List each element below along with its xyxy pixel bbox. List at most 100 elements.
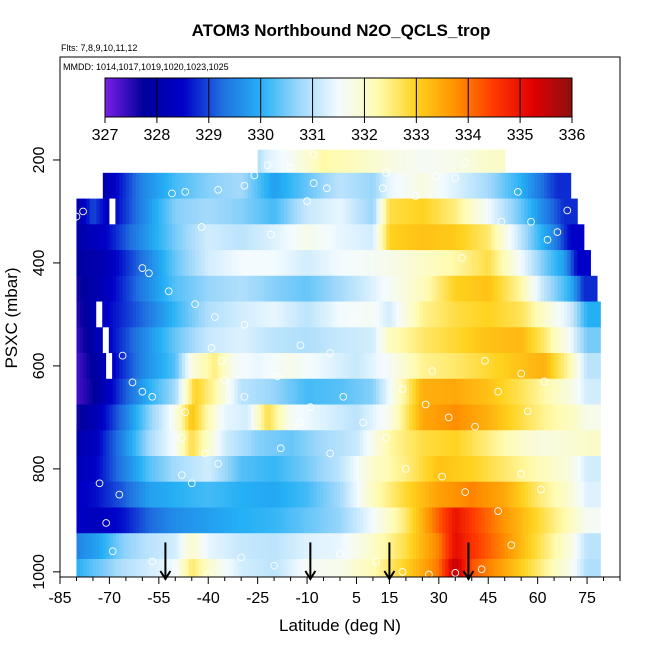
heatmap-cell bbox=[501, 481, 506, 509]
heatmap-cell bbox=[287, 507, 292, 534]
heatmap-cell bbox=[412, 353, 417, 380]
heatmap-cell bbox=[188, 250, 193, 277]
heatmap-cell bbox=[86, 430, 91, 457]
heatmap-cell bbox=[455, 456, 460, 483]
heatmap-cell bbox=[534, 353, 539, 380]
heatmap-cell bbox=[557, 430, 562, 457]
heatmap-cell bbox=[389, 224, 394, 251]
heatmap-cell bbox=[346, 250, 351, 277]
heatmap-cell bbox=[122, 301, 127, 328]
heatmap-cell bbox=[366, 198, 371, 225]
heatmap-cell bbox=[152, 353, 157, 380]
heatmap-cell bbox=[277, 250, 282, 277]
heatmap-cell bbox=[293, 558, 298, 577]
heatmap-cell bbox=[208, 507, 213, 534]
heatmap-cell bbox=[254, 353, 259, 380]
heatmap-cell bbox=[336, 224, 341, 251]
sample-point bbox=[273, 372, 282, 381]
heatmap-cell bbox=[359, 327, 364, 354]
heatmap-cell bbox=[369, 250, 374, 277]
heatmap-cell bbox=[478, 533, 483, 560]
sample-point bbox=[411, 192, 420, 200]
heatmap-cell bbox=[135, 558, 140, 577]
heatmap-cell bbox=[125, 327, 130, 354]
heatmap-cell bbox=[366, 533, 371, 560]
heatmap-cell bbox=[162, 558, 167, 577]
heatmap-cell bbox=[125, 353, 130, 380]
heatmap-cell bbox=[471, 378, 476, 406]
heatmap-cell bbox=[399, 301, 404, 328]
heatmap-cell bbox=[145, 533, 150, 560]
heatmap-cell bbox=[109, 430, 114, 457]
sample-point bbox=[349, 315, 358, 324]
heatmap-cell bbox=[119, 224, 124, 251]
heatmap-cell bbox=[99, 404, 104, 431]
sample-point bbox=[309, 150, 318, 159]
heatmap-cell bbox=[336, 533, 341, 560]
heatmap-cell bbox=[405, 198, 410, 225]
heatmap-cell bbox=[96, 481, 101, 509]
heatmap-cell bbox=[300, 378, 305, 406]
heatmap-cell bbox=[139, 404, 143, 431]
heatmap-cell bbox=[231, 456, 236, 483]
sample-point bbox=[309, 179, 318, 187]
sample-point bbox=[296, 418, 305, 427]
heatmap-cell bbox=[284, 507, 288, 534]
heatmap-cell bbox=[231, 353, 236, 380]
heatmap-cell bbox=[280, 456, 285, 483]
heatmap-cell bbox=[145, 224, 150, 251]
heatmap-cell bbox=[221, 353, 226, 380]
heatmap-cell bbox=[452, 404, 456, 431]
heatmap-cell bbox=[438, 301, 443, 328]
heatmap-cell bbox=[162, 198, 167, 225]
heatmap-cell bbox=[376, 558, 381, 577]
heatmap-cell bbox=[540, 275, 545, 303]
heatmap-cell bbox=[280, 149, 285, 174]
heatmap-cell bbox=[277, 301, 282, 328]
heatmap-cell bbox=[297, 404, 302, 431]
heatmap-cell bbox=[452, 275, 456, 303]
heatmap-cell bbox=[379, 533, 384, 560]
heatmap-cell bbox=[570, 404, 575, 431]
heatmap-cell bbox=[320, 378, 325, 406]
heatmap-cell bbox=[333, 507, 338, 534]
heatmap-cell bbox=[264, 224, 269, 251]
heatmap-cell bbox=[211, 275, 216, 303]
heatmap-cell bbox=[274, 301, 279, 328]
heatmap-cell bbox=[132, 481, 137, 509]
heatmap-cell bbox=[214, 172, 219, 200]
heatmap-cell bbox=[125, 301, 130, 328]
heatmap-cell bbox=[527, 327, 532, 354]
heatmap-cell bbox=[119, 172, 124, 200]
heatmap-cell bbox=[445, 275, 450, 303]
heatmap-cell bbox=[471, 224, 476, 251]
heatmap-cell bbox=[96, 533, 101, 560]
heatmap-cell bbox=[116, 533, 120, 560]
heatmap-cell bbox=[76, 481, 81, 509]
heatmap-cell bbox=[109, 481, 114, 509]
heatmap-cell bbox=[392, 533, 397, 560]
heatmap-cell bbox=[204, 430, 209, 457]
sample-point bbox=[240, 320, 249, 329]
heatmap-cell bbox=[333, 481, 338, 509]
heatmap-cell bbox=[257, 353, 262, 380]
heatmap-cell bbox=[366, 404, 371, 431]
heatmap-cell bbox=[168, 275, 173, 303]
heatmap-cell bbox=[560, 507, 565, 534]
heatmap-cell bbox=[181, 301, 186, 328]
heatmap-cell bbox=[425, 378, 430, 406]
heatmap-cell bbox=[386, 481, 391, 509]
heatmap-cell bbox=[323, 172, 328, 200]
heatmap-cell bbox=[564, 533, 568, 560]
heatmap-cell bbox=[218, 404, 223, 431]
heatmap-cell bbox=[527, 250, 532, 277]
heatmap-cell bbox=[389, 507, 394, 534]
heatmap-cell bbox=[333, 224, 338, 251]
heatmap-cell bbox=[152, 172, 157, 200]
heatmap-cell bbox=[102, 558, 107, 577]
heatmap-cell bbox=[274, 327, 279, 354]
heatmap-cell bbox=[369, 198, 374, 225]
heatmap-cell bbox=[112, 353, 117, 380]
heatmap-cell bbox=[471, 327, 476, 354]
